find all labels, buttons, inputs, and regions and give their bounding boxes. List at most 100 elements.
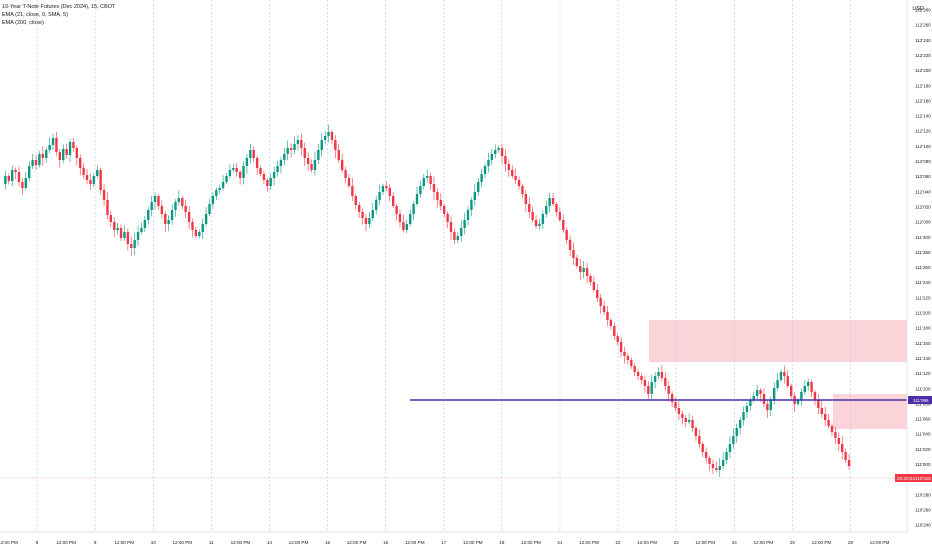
- candle-body: [225, 176, 228, 182]
- candle: [636, 369, 640, 380]
- candle-body: [300, 140, 303, 148]
- ema-200-indicator[interactable]: EMA (200, close): [2, 20, 44, 26]
- candle: [490, 148, 494, 166]
- candle: [262, 170, 266, 184]
- ema-21-indicator[interactable]: EMA (21, close, 0, SMA, 5): [2, 12, 69, 18]
- candle-body: [708, 458, 711, 464]
- candle: [208, 199, 211, 217]
- candle: [497, 145, 500, 153]
- price-tick-label: 112'080: [915, 159, 931, 164]
- candle-body: [497, 148, 500, 150]
- candle-body: [844, 452, 847, 460]
- candle-body: [728, 444, 732, 452]
- candle: [211, 192, 215, 209]
- candle: [218, 184, 221, 194]
- time-tick-label: 12:00 PM: [753, 540, 773, 545]
- candle-body: [786, 376, 789, 386]
- candle-body: [698, 436, 701, 444]
- candle-body: [817, 400, 820, 408]
- supply-zone-upper: [649, 320, 907, 362]
- candle-body: [184, 206, 187, 212]
- price-tick-label: 112'000: [915, 220, 931, 225]
- candle-body: [398, 214, 402, 222]
- candle: [272, 166, 276, 186]
- candle-body: [164, 214, 167, 224]
- candles: [4, 124, 851, 477]
- candle: [184, 199, 187, 219]
- candle: [133, 232, 136, 256]
- candle: [827, 413, 830, 429]
- candle-body: [320, 140, 323, 150]
- candle: [303, 142, 306, 166]
- candle-body: [487, 160, 490, 166]
- candle-body: [208, 204, 211, 214]
- candle: [541, 210, 545, 230]
- candle: [48, 137, 51, 154]
- candle: [823, 406, 827, 426]
- candle: [545, 200, 548, 218]
- price-tick-label: 112'040: [915, 189, 931, 194]
- candle-body: [337, 150, 340, 160]
- candle-body: [677, 408, 681, 414]
- time-axis[interactable]: 12:00 PM 8 12:00 PM 9 12:00 PM 10 12:00 PM 11 12…: [0, 540, 889, 545]
- candle: [167, 215, 170, 232]
- candle: [582, 260, 585, 279]
- candle-body: [507, 164, 511, 170]
- time-tick-label: 15: [325, 540, 331, 545]
- candle: [269, 173, 272, 191]
- candle: [419, 180, 422, 198]
- candle: [327, 124, 330, 143]
- candle-body: [660, 372, 664, 378]
- candle: [660, 365, 664, 382]
- candle: [796, 397, 800, 407]
- candle-body: [255, 158, 259, 168]
- candle-body: [837, 438, 840, 444]
- candle: [398, 209, 402, 228]
- candle-body: [147, 210, 150, 220]
- candle: [14, 167, 17, 180]
- candle-body: [803, 386, 806, 392]
- candle: [745, 401, 749, 418]
- candle: [436, 187, 439, 208]
- candle: [130, 236, 133, 256]
- candle: [725, 448, 728, 465]
- time-tick-label: 12:00 PM: [114, 540, 134, 545]
- candle: [568, 235, 572, 257]
- time-tick-label: 24: [732, 540, 738, 545]
- candle-body: [810, 382, 813, 392]
- candle-body: [548, 198, 551, 206]
- candle-body: [568, 240, 572, 250]
- candle-body: [483, 166, 487, 174]
- candle: [45, 147, 48, 163]
- candle: [589, 273, 592, 286]
- candle: [776, 372, 779, 391]
- currency-label[interactable]: USD: [912, 6, 924, 12]
- candle-body: [374, 200, 378, 210]
- candle-body: [592, 282, 596, 290]
- candle-body: [24, 178, 28, 188]
- candle: [11, 165, 14, 187]
- candle-body: [116, 228, 119, 230]
- candle-body: [674, 402, 677, 408]
- candle: [147, 206, 150, 225]
- candle-body: [466, 210, 470, 220]
- symbol-title[interactable]: 10-Year T-Note Futures (Dec 2024), 15, C…: [2, 4, 116, 10]
- candle: [579, 258, 582, 280]
- candle-body: [521, 186, 524, 194]
- time-tick-label: 25: [790, 540, 796, 545]
- candle: [283, 148, 286, 165]
- candle-body: [85, 175, 89, 180]
- candle: [323, 130, 327, 145]
- candle: [17, 166, 21, 187]
- candle-body: [742, 412, 745, 420]
- candle: [31, 153, 34, 169]
- candle-body: [721, 460, 725, 466]
- price-axis[interactable]: 112'280 112'260 112'240 112'220 112'200 112'1…: [915, 8, 931, 528]
- candle: [191, 218, 194, 237]
- candle: [429, 172, 432, 190]
- price-tick-label: 112'140: [915, 114, 931, 119]
- current-price-tag: [895, 474, 932, 482]
- candle: [317, 144, 320, 165]
- candle: [92, 173, 96, 188]
